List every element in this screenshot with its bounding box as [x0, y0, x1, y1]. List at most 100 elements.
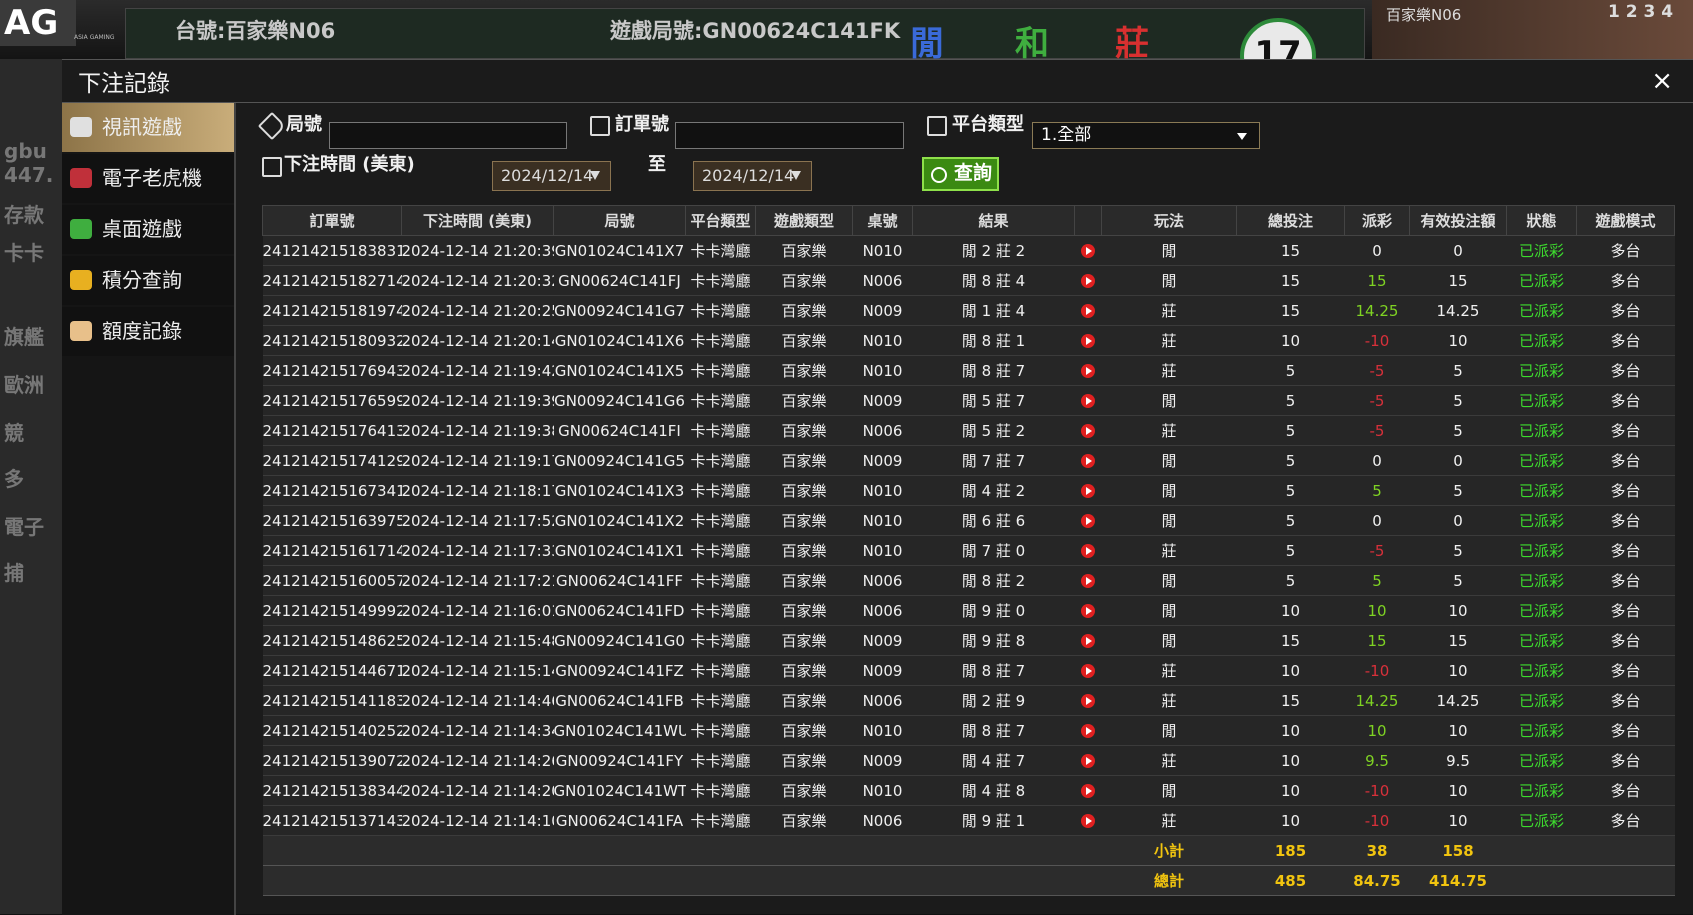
- replay-button[interactable]: [1081, 814, 1095, 828]
- date-from[interactable]: 2024/12/14: [492, 161, 611, 191]
- cell: GN01024C141WU: [553, 715, 686, 746]
- cell: 百家樂: [755, 625, 853, 656]
- cell: N010: [852, 355, 913, 386]
- replay-button[interactable]: [1081, 634, 1095, 648]
- platform-select[interactable]: 1.全部: [1032, 122, 1260, 149]
- video-tabs: 1 2 3 4: [1608, 2, 1674, 22]
- column-header: 玩法: [1101, 205, 1237, 236]
- summary-value: 414.75: [1409, 865, 1507, 896]
- cell: 百家樂: [755, 805, 853, 836]
- cell: 已派彩: [1506, 415, 1577, 446]
- replay-button[interactable]: [1081, 664, 1095, 678]
- replay-button[interactable]: [1081, 724, 1095, 738]
- replay-cell: [1074, 295, 1102, 326]
- cell: -10: [1344, 775, 1410, 806]
- query-button[interactable]: 查詢: [922, 157, 999, 191]
- summary-value: 38: [1344, 835, 1410, 866]
- replay-button[interactable]: [1081, 274, 1095, 288]
- cell: 閒 8 莊 2: [912, 565, 1075, 596]
- cell: 卡卡灣廳: [685, 235, 756, 266]
- cell: 閒 2 莊 2: [912, 235, 1075, 266]
- cell: 卡卡灣廳: [685, 415, 756, 446]
- cell: 閒 5 莊 2: [912, 415, 1075, 446]
- cell: -5: [1344, 415, 1410, 446]
- cell: [553, 835, 686, 866]
- menu-item[interactable]: 電子老虎機: [62, 154, 234, 203]
- cell: -5: [1344, 385, 1410, 416]
- cell: 已派彩: [1506, 655, 1577, 686]
- cell: 14.25: [1344, 685, 1410, 716]
- cell: 已派彩: [1506, 505, 1577, 536]
- menu-item[interactable]: 視訊遊戲: [62, 103, 234, 152]
- cell: 10: [1409, 715, 1507, 746]
- cell: 2024-12-14 21:19:39: [401, 385, 554, 416]
- cell: 5: [1236, 565, 1345, 596]
- cell: 2024-12-14 21:14:46: [401, 685, 554, 716]
- cell: [1506, 835, 1577, 866]
- replay-button[interactable]: [1081, 484, 1095, 498]
- cell: [401, 865, 554, 896]
- replay-button[interactable]: [1081, 784, 1095, 798]
- replay-cell: [1074, 265, 1102, 296]
- cell: N010: [852, 775, 913, 806]
- replay-button[interactable]: [1081, 454, 1095, 468]
- replay-button[interactable]: [1081, 424, 1095, 438]
- close-button[interactable]: ×: [1651, 66, 1673, 96]
- replay-button[interactable]: [1081, 244, 1095, 258]
- cell: 莊: [1101, 535, 1237, 566]
- cell: 已派彩: [1506, 805, 1577, 836]
- cell: GN01024C141X5: [553, 355, 686, 386]
- replay-cell: [1074, 655, 1102, 686]
- cell: [1576, 865, 1675, 896]
- cell: 閒 6 莊 6: [912, 505, 1075, 536]
- cell: [553, 865, 686, 896]
- replay-cell: [1074, 325, 1102, 356]
- cell: 2024-12-14 21:15:14: [401, 655, 554, 686]
- cell: 2024-12-14 21:14:10: [401, 805, 554, 836]
- menu-item[interactable]: 積分查詢: [62, 256, 234, 305]
- video-label: 百家樂N06: [1386, 6, 1462, 24]
- lobby-item: 競: [4, 421, 24, 445]
- cell: [685, 865, 756, 896]
- replay-button[interactable]: [1081, 334, 1095, 348]
- round-input[interactable]: [329, 122, 567, 149]
- column-header: 有效投注額: [1409, 205, 1507, 236]
- modal-title: 下注記錄: [78, 71, 170, 97]
- cell: 5: [1409, 415, 1507, 446]
- cell: N009: [852, 445, 913, 476]
- cell: 10: [1409, 325, 1507, 356]
- column-header: 平台類型: [685, 205, 756, 236]
- replay-cell: [1074, 505, 1102, 536]
- menu-item[interactable]: 額度記錄: [62, 307, 234, 356]
- replay-button[interactable]: [1081, 754, 1095, 768]
- cell: 閒: [1101, 565, 1237, 596]
- order-input[interactable]: [675, 122, 904, 149]
- date-to[interactable]: 2024/12/14: [693, 161, 812, 191]
- cell: 閒 2 莊 9: [912, 685, 1075, 716]
- cell: [912, 835, 1075, 866]
- replay-button[interactable]: [1081, 604, 1095, 618]
- bet-player: 閒: [910, 24, 944, 64]
- cell: 百家樂: [755, 295, 853, 326]
- cell: 百家樂: [755, 655, 853, 686]
- cell: GN00924C141G6: [553, 385, 686, 416]
- menu-label: 視訊遊戲: [102, 115, 182, 139]
- cell: 241214215140252: [262, 715, 402, 746]
- replay-button[interactable]: [1081, 544, 1095, 558]
- replay-button[interactable]: [1081, 364, 1095, 378]
- cell: 241214215141183: [262, 685, 402, 716]
- cell: N010: [852, 475, 913, 506]
- cell: 多台: [1576, 625, 1675, 656]
- cell: 5: [1344, 475, 1410, 506]
- replay-button[interactable]: [1081, 574, 1095, 588]
- cell: 2024-12-14 21:14:20: [401, 775, 554, 806]
- lobby-item: 歐洲: [4, 373, 44, 397]
- replay-button[interactable]: [1081, 514, 1095, 528]
- replay-button[interactable]: [1081, 394, 1095, 408]
- replay-button[interactable]: [1081, 694, 1095, 708]
- column-header: 總投注: [1236, 205, 1345, 236]
- menu-item[interactable]: 桌面遊戲: [62, 205, 234, 254]
- cell: 10: [1236, 595, 1345, 626]
- cell: 卡卡灣廳: [685, 265, 756, 296]
- replay-button[interactable]: [1081, 304, 1095, 318]
